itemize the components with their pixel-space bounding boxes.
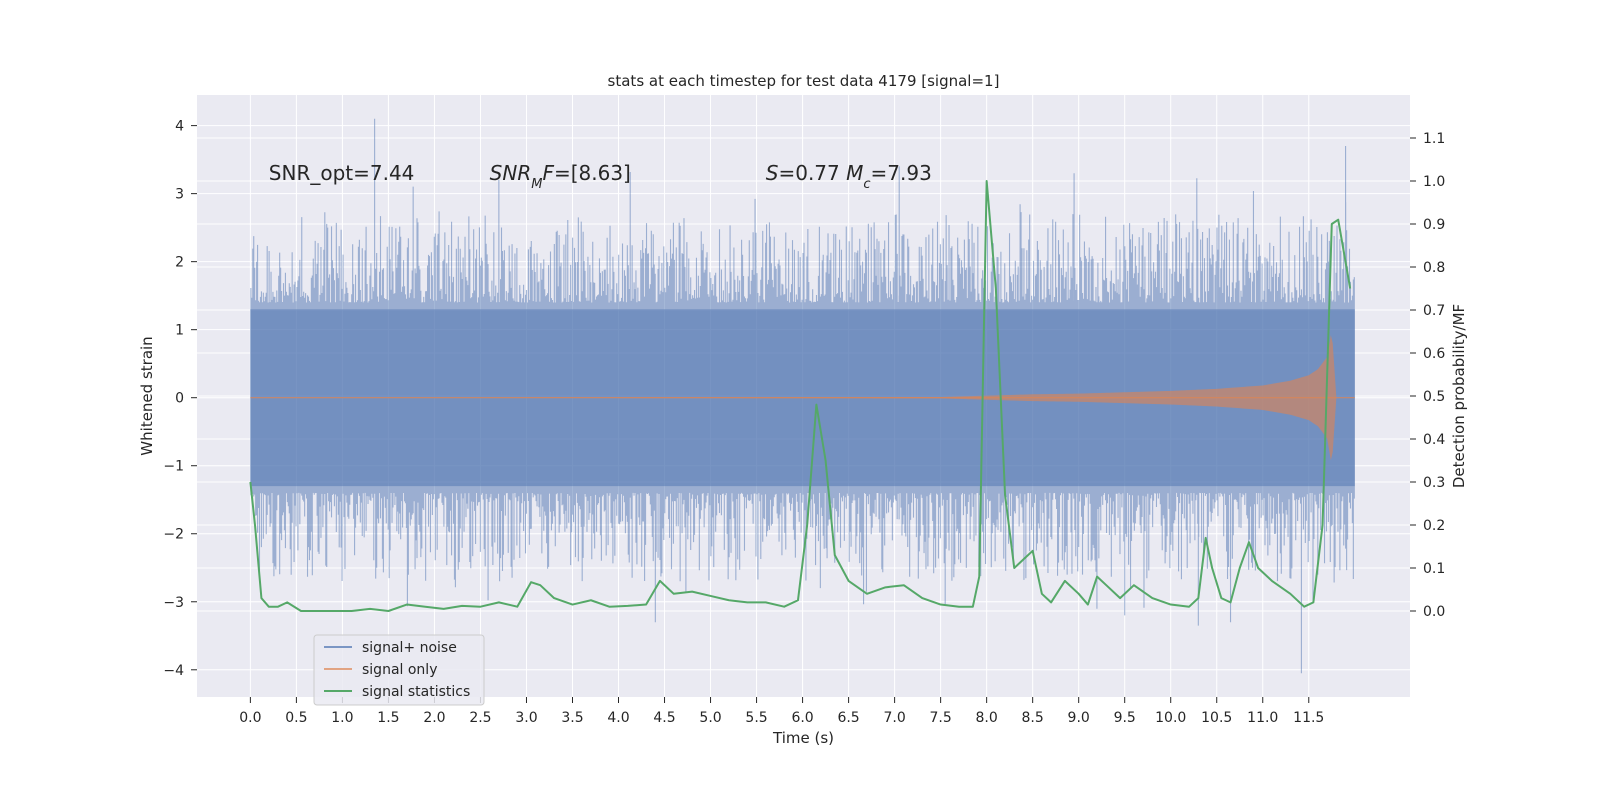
x-tick-label: 7.5: [929, 710, 951, 726]
x-tick-label: 8.0: [976, 710, 998, 726]
x-tick-label: 6.5: [837, 710, 859, 726]
y-tick-label: 4: [175, 119, 184, 135]
x-tick-label: 3.0: [515, 710, 537, 726]
annotation-s-mc: S=0.77 Mc=7.93: [766, 161, 932, 192]
y-right-tick-label: 0.9: [1423, 217, 1445, 233]
y-tick-label: −3: [163, 595, 184, 611]
x-tick-label: 1.0: [331, 710, 353, 726]
y-tick-label: −4: [163, 663, 184, 679]
legend-items: signal+ noise signal only signal statistic…: [324, 640, 470, 700]
y-tick-label: 3: [175, 187, 184, 203]
legend-label: signal statistics: [362, 684, 470, 700]
x-tick-label: 10.5: [1201, 710, 1232, 726]
x-tick-label: 0.0: [239, 710, 261, 726]
annotations: SNR_opt=7.44 SNRMF=[8.63] S=0.77 Mc=7.93: [269, 161, 932, 192]
y-tick-label: 0: [175, 391, 184, 407]
x-tick-label: 11.0: [1247, 710, 1278, 726]
y-right-tick-label: 1.0: [1423, 174, 1445, 190]
annotation-snr-opt: SNR_opt=7.44: [269, 161, 415, 185]
y-right-tick-label: 0.2: [1423, 518, 1445, 534]
y-right-tick-label: 0.8: [1423, 260, 1445, 276]
legend: signal+ noise signal only signal statistic…: [313, 634, 485, 706]
tick-labels: 0.0 0.5 1.0 1.5 2.0 2.5 3.0 3.5 4.0 4.5 5.0 5.5 6.0 6…: [163, 119, 1445, 726]
y-right-tick-label: 0.5: [1423, 389, 1445, 405]
series-signal-statistics: [249, 180, 1352, 612]
x-tick-label: 11.5: [1293, 710, 1324, 726]
annotation-snr-mf: SNRMF=[8.63]: [490, 161, 631, 192]
x-tick-label: 1.5: [377, 710, 399, 726]
x-tick-label: 4.0: [607, 710, 629, 726]
y-axis-label: Whitened strain: [138, 336, 156, 455]
x-tick-label: 3.5: [561, 710, 583, 726]
y-right-tick-label: 1.1: [1423, 131, 1445, 147]
x-tick-label: 9.5: [1114, 710, 1136, 726]
x-tick-label: 6.0: [791, 710, 813, 726]
x-tick-label: 2.5: [469, 710, 491, 726]
y-axis-right-label: Detection probability/MF: [1450, 304, 1468, 488]
x-tick-label: 5.5: [745, 710, 767, 726]
y-tick-label: 1: [175, 323, 184, 339]
statistics-line: [249, 180, 1352, 612]
x-tick-label: 5.0: [699, 710, 721, 726]
legend-label: signal only: [362, 662, 437, 678]
x-tick-label: 2.0: [423, 710, 445, 726]
x-tick-label: 7.0: [883, 710, 905, 726]
y-right-tick-label: 0.6: [1423, 346, 1445, 362]
legend-label: signal+ noise: [362, 640, 457, 656]
x-tick-label: 8.5: [1022, 710, 1044, 726]
y-tick-label: −1: [163, 459, 184, 475]
chart-title: stats at each timestep for test data 417…: [608, 72, 1000, 90]
y-tick-label: −2: [163, 527, 184, 543]
y-right-tick-label: 0.7: [1423, 303, 1445, 319]
x-tick-label: 10.0: [1155, 710, 1186, 726]
y-right-tick-label: 0.3: [1423, 475, 1445, 491]
y-right-tick-label: 0.4: [1423, 432, 1445, 448]
y-right-tick-label: 0.1: [1423, 561, 1445, 577]
series-signal-only: [250, 335, 1355, 461]
x-tick-label: 4.5: [653, 710, 675, 726]
x-tick-label: 0.5: [285, 710, 307, 726]
legend-box: [313, 634, 485, 706]
y-tick-label: 2: [175, 255, 184, 271]
x-tick-label: 9.0: [1068, 710, 1090, 726]
y-right-tick-label: 0.0: [1423, 604, 1445, 620]
x-axis-label: Time (s): [772, 729, 834, 747]
